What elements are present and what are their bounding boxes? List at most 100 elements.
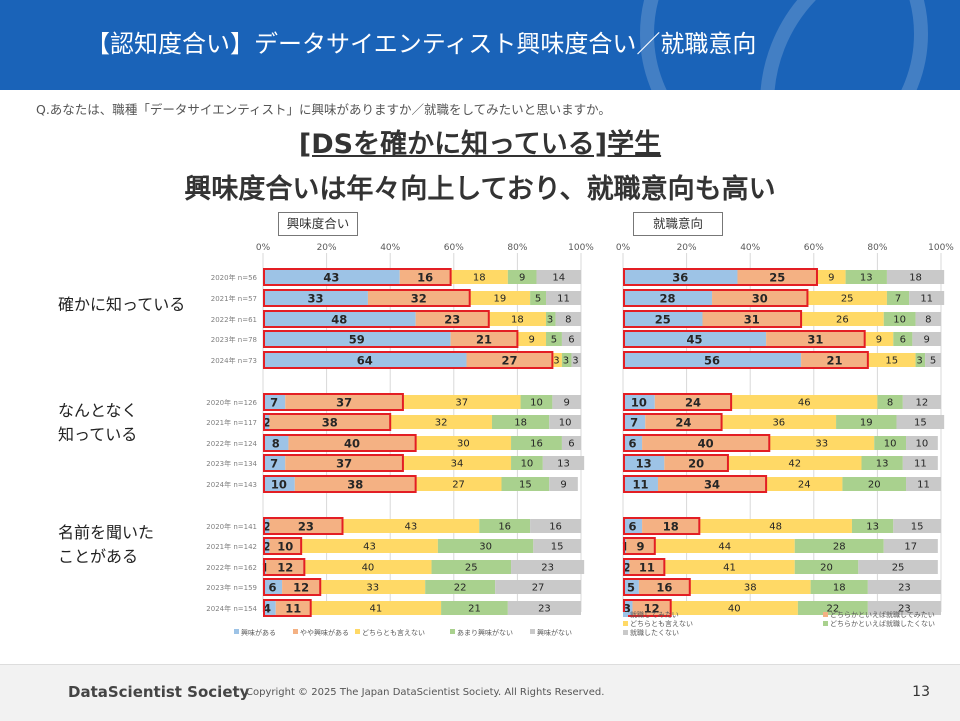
category-label: 2024年 n=73 bbox=[211, 356, 257, 365]
bar-segment bbox=[623, 477, 658, 491]
bar-segment bbox=[549, 477, 578, 491]
bar-segment bbox=[801, 312, 884, 326]
data-label: 9 bbox=[529, 335, 535, 346]
highlight-box bbox=[623, 434, 771, 452]
headline-message: 興味度合いは年々向上しており、就職意向も高い bbox=[184, 174, 776, 205]
data-label: 46 bbox=[798, 398, 811, 409]
bar-segment bbox=[893, 332, 913, 346]
bar-segment bbox=[842, 477, 907, 491]
data-label: 23 bbox=[538, 604, 551, 615]
data-label: 25 bbox=[892, 563, 905, 574]
bar-segment bbox=[874, 436, 907, 450]
data-label: 5 bbox=[627, 581, 635, 595]
data-label: 13 bbox=[860, 273, 873, 284]
legend-label: どちらかといえば就職したくない bbox=[830, 619, 935, 628]
bar-segment bbox=[310, 601, 442, 615]
data-label: 6 bbox=[269, 581, 277, 595]
data-label: 38 bbox=[322, 416, 338, 430]
data-label: 16 bbox=[656, 581, 672, 595]
bar-segment bbox=[727, 456, 862, 470]
bar-segment bbox=[893, 519, 941, 533]
bar-segment bbox=[623, 332, 767, 346]
data-label: 25 bbox=[465, 563, 478, 574]
bar-segment bbox=[263, 291, 368, 305]
bar-segment bbox=[845, 270, 887, 284]
data-label: 7 bbox=[270, 396, 278, 410]
bar-segment bbox=[555, 312, 581, 326]
bar-segment bbox=[367, 291, 470, 305]
highlight-box bbox=[623, 351, 869, 369]
data-label: 10 bbox=[631, 396, 647, 410]
bar-segment bbox=[441, 601, 508, 615]
bar-segment bbox=[342, 519, 480, 533]
data-label: 18 bbox=[514, 418, 527, 429]
data-label: 41 bbox=[723, 563, 736, 574]
highlight-box bbox=[263, 475, 417, 493]
bar-segment bbox=[304, 560, 432, 574]
bar-segment bbox=[263, 580, 283, 594]
bar-segment bbox=[437, 539, 534, 553]
legend-label: どちらとも言えない bbox=[630, 619, 693, 628]
highlight-box bbox=[263, 578, 322, 596]
data-label: 11 bbox=[920, 294, 933, 305]
bar-segment bbox=[883, 539, 938, 553]
data-label: 3 bbox=[563, 356, 569, 367]
legend-label: やや興味がある bbox=[300, 628, 349, 637]
legend-swatch bbox=[823, 612, 828, 617]
data-label: 30 bbox=[479, 542, 492, 553]
x-tick-label: 20% bbox=[677, 243, 697, 253]
legend-swatch bbox=[823, 621, 828, 626]
bar-segment bbox=[645, 415, 722, 429]
bar-segment bbox=[511, 436, 562, 450]
data-label: 18 bbox=[511, 315, 524, 326]
bar-segment bbox=[402, 456, 512, 470]
data-label: 40 bbox=[728, 604, 741, 615]
highlight-box bbox=[623, 268, 818, 286]
data-label: 38 bbox=[347, 478, 363, 492]
highlight-box bbox=[263, 537, 303, 555]
data-label: 11 bbox=[639, 561, 655, 575]
data-label: 22 bbox=[454, 583, 467, 594]
footer-logo: DataScientist Society bbox=[68, 683, 250, 701]
bar-segment bbox=[632, 601, 671, 615]
data-label: 6 bbox=[900, 335, 906, 346]
bar-segment bbox=[623, 456, 665, 470]
bar-segment bbox=[896, 415, 945, 429]
data-label: 48 bbox=[331, 313, 347, 327]
data-label: 6 bbox=[568, 335, 574, 346]
bar-segment bbox=[902, 456, 938, 470]
bar-segment bbox=[571, 353, 581, 367]
data-label: 9 bbox=[519, 273, 525, 284]
bar-segment bbox=[626, 539, 655, 553]
highlight-box bbox=[623, 393, 733, 411]
highlight-box bbox=[263, 289, 471, 307]
data-label: 7 bbox=[270, 457, 278, 471]
data-label: 6 bbox=[629, 520, 637, 534]
data-label: 10 bbox=[893, 315, 906, 326]
data-label: 37 bbox=[455, 398, 468, 409]
data-label: 33 bbox=[307, 292, 323, 306]
data-label: 11 bbox=[285, 602, 301, 616]
data-label: 11 bbox=[557, 294, 570, 305]
legend-swatch bbox=[530, 629, 535, 634]
data-label: 7 bbox=[895, 294, 901, 305]
data-label: 44 bbox=[718, 542, 731, 553]
data-label: 31 bbox=[744, 313, 760, 327]
data-label: 15 bbox=[911, 522, 924, 533]
category-label: 2022年 n=162 bbox=[206, 563, 257, 572]
data-label: 20 bbox=[820, 563, 833, 574]
data-label: 33 bbox=[366, 583, 379, 594]
data-label: 20 bbox=[868, 480, 881, 491]
bar-segment bbox=[282, 580, 321, 594]
data-label: 33 bbox=[815, 439, 828, 450]
bar-segment bbox=[902, 395, 941, 409]
data-label: 43 bbox=[363, 542, 376, 553]
x-tick-label: 0% bbox=[616, 243, 631, 253]
bar-segment bbox=[536, 270, 581, 284]
bar-segment bbox=[886, 291, 910, 305]
category-label: 2022年 n=61 bbox=[211, 315, 257, 324]
bar-segment bbox=[794, 539, 884, 553]
survey-question: Q.あなたは、職種「データサイエンティスト」に興味がありますか／就職をしてみたい… bbox=[36, 102, 611, 117]
bar-segment bbox=[269, 415, 391, 429]
data-label: 34 bbox=[451, 459, 464, 470]
